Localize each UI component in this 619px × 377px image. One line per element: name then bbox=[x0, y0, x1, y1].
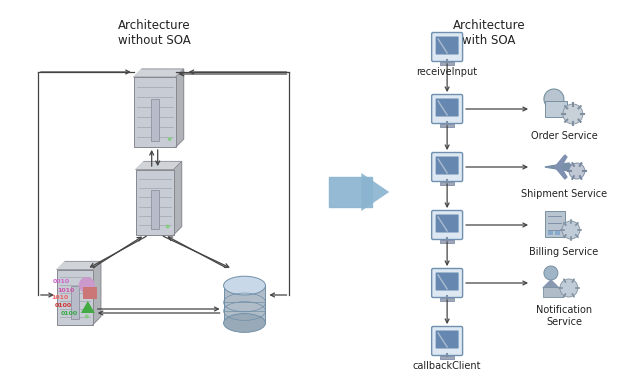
FancyBboxPatch shape bbox=[436, 331, 459, 348]
Polygon shape bbox=[134, 69, 184, 77]
Circle shape bbox=[166, 224, 170, 228]
Text: Order Service: Order Service bbox=[530, 131, 597, 141]
Polygon shape bbox=[555, 167, 567, 179]
Text: Architecture
with SOA: Architecture with SOA bbox=[452, 19, 526, 47]
FancyBboxPatch shape bbox=[431, 210, 462, 239]
Text: callbackClient: callbackClient bbox=[413, 361, 482, 371]
FancyBboxPatch shape bbox=[436, 215, 459, 233]
Bar bbox=[136, 170, 174, 234]
Circle shape bbox=[562, 221, 580, 239]
Polygon shape bbox=[555, 155, 567, 167]
FancyBboxPatch shape bbox=[431, 95, 462, 124]
Text: Shipment Service: Shipment Service bbox=[521, 189, 607, 199]
FancyBboxPatch shape bbox=[431, 153, 462, 181]
Polygon shape bbox=[545, 163, 573, 171]
Circle shape bbox=[168, 137, 171, 141]
Bar bbox=[545, 101, 567, 117]
FancyBboxPatch shape bbox=[431, 268, 462, 297]
FancyBboxPatch shape bbox=[436, 273, 459, 291]
Circle shape bbox=[544, 89, 564, 109]
Text: 1010: 1010 bbox=[51, 295, 68, 300]
Polygon shape bbox=[57, 262, 101, 270]
Bar bbox=[150, 99, 158, 141]
Ellipse shape bbox=[223, 276, 266, 295]
Bar bbox=[57, 270, 93, 325]
Text: receiveInput: receiveInput bbox=[417, 67, 478, 77]
Polygon shape bbox=[174, 161, 181, 234]
Bar bbox=[555, 231, 560, 235]
Polygon shape bbox=[361, 173, 389, 211]
Bar bbox=[440, 62, 454, 65]
FancyBboxPatch shape bbox=[431, 32, 462, 61]
Text: Billing Service: Billing Service bbox=[529, 247, 599, 257]
FancyBboxPatch shape bbox=[436, 37, 459, 55]
FancyBboxPatch shape bbox=[436, 98, 459, 116]
Circle shape bbox=[563, 104, 583, 124]
Text: 0100: 0100 bbox=[55, 303, 72, 308]
FancyBboxPatch shape bbox=[436, 156, 459, 175]
Bar bbox=[440, 240, 454, 243]
Bar bbox=[71, 285, 79, 319]
Circle shape bbox=[544, 266, 558, 280]
Bar bbox=[83, 287, 97, 299]
Text: 0010: 0010 bbox=[53, 279, 70, 284]
Polygon shape bbox=[136, 161, 181, 170]
Text: Architecture
without SOA: Architecture without SOA bbox=[118, 19, 191, 47]
Text: Notification
Service: Notification Service bbox=[536, 305, 592, 326]
Text: 1010: 1010 bbox=[57, 288, 74, 293]
Bar bbox=[223, 285, 266, 323]
Circle shape bbox=[560, 279, 578, 297]
Bar bbox=[543, 287, 563, 297]
Bar bbox=[440, 356, 454, 359]
Bar bbox=[440, 182, 454, 185]
Bar bbox=[545, 211, 565, 237]
Text: 0100: 0100 bbox=[61, 311, 78, 316]
Bar bbox=[548, 231, 553, 235]
Ellipse shape bbox=[223, 314, 266, 333]
Bar bbox=[134, 77, 176, 147]
Bar bbox=[440, 124, 454, 127]
FancyBboxPatch shape bbox=[431, 326, 462, 356]
Bar bbox=[150, 190, 158, 228]
Circle shape bbox=[85, 314, 89, 319]
Bar bbox=[440, 298, 454, 301]
Circle shape bbox=[569, 163, 585, 179]
Polygon shape bbox=[543, 280, 559, 288]
Polygon shape bbox=[93, 262, 101, 325]
Polygon shape bbox=[81, 301, 95, 313]
Polygon shape bbox=[176, 69, 184, 147]
Circle shape bbox=[79, 277, 95, 293]
